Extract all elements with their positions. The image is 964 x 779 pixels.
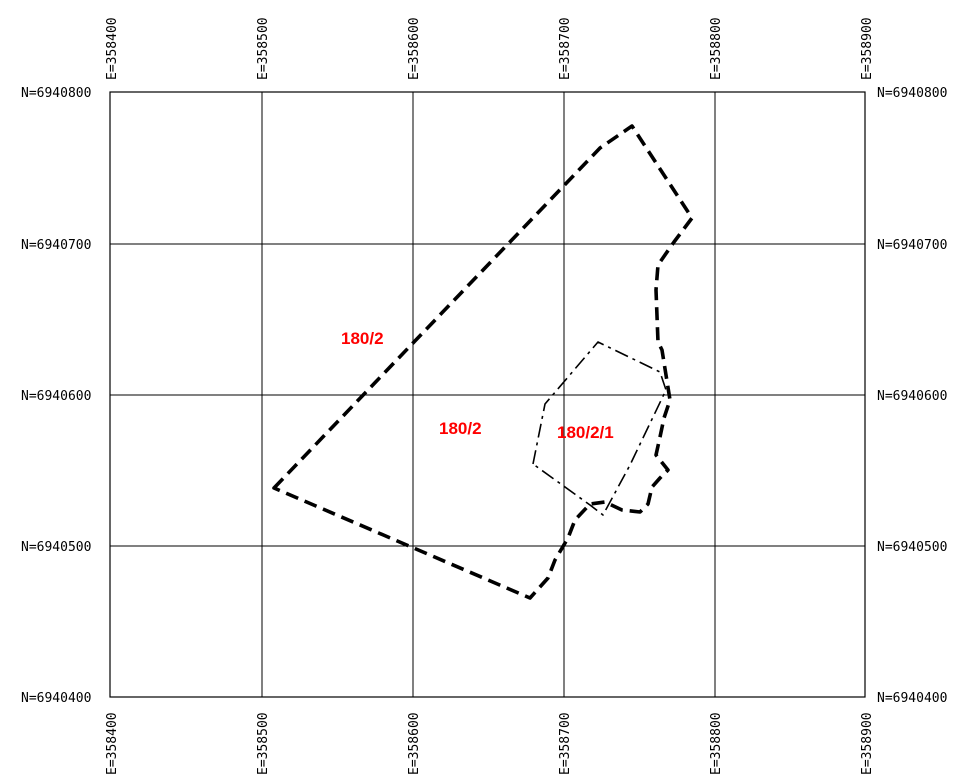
parcel-label: 180/2 (439, 419, 482, 438)
easting-label-top: E=358600 (407, 17, 422, 80)
easting-labels-top: E=358400 E=358500 E=358600 E=358700 E=35… (105, 17, 875, 80)
northing-label-right: N=6940600 (877, 389, 947, 404)
grid-horizontal (110, 243, 865, 547)
parcel-label: 180/2 (341, 329, 384, 348)
easting-label-bottom: E=358700 (558, 712, 573, 775)
easting-labels-bottom: E=358400 E=358500 E=358600 E=358700 E=35… (105, 712, 875, 775)
northing-label-right: N=6940500 (877, 540, 947, 555)
northing-label-left: N=6940800 (21, 86, 91, 101)
northing-labels-left: N=6940800 N=6940700 N=6940600 N=6940500 … (21, 86, 91, 706)
easting-label-bottom: E=358500 (256, 712, 271, 775)
northing-labels-right: N=6940800 N=6940700 N=6940600 N=6940500 … (877, 86, 947, 706)
northing-label-right: N=6940400 (877, 691, 947, 706)
parcel-180-2-boundary (272, 124, 694, 600)
northing-label-left: N=6940600 (21, 389, 91, 404)
northing-label-right: N=6940700 (877, 238, 947, 253)
easting-label-bottom: E=358800 (709, 712, 724, 775)
easting-label-bottom: E=358400 (105, 712, 120, 775)
easting-label-top: E=358800 (709, 17, 724, 80)
easting-label-top: E=358500 (256, 17, 271, 80)
easting-label-top: E=358900 (860, 17, 875, 80)
northing-label-right: N=6940800 (877, 86, 947, 101)
northing-label-left: N=6940400 (21, 691, 91, 706)
northing-label-left: N=6940500 (21, 540, 91, 555)
northing-label-left: N=6940700 (21, 238, 91, 253)
easting-label-bottom: E=358600 (407, 712, 422, 775)
parcel-label: 180/2/1 (557, 423, 614, 442)
easting-label-top: E=358700 (558, 17, 573, 80)
easting-label-bottom: E=358900 (860, 712, 875, 775)
easting-label-top: E=358400 (105, 17, 120, 80)
parcel-180-2-1-boundary (532, 341, 667, 516)
